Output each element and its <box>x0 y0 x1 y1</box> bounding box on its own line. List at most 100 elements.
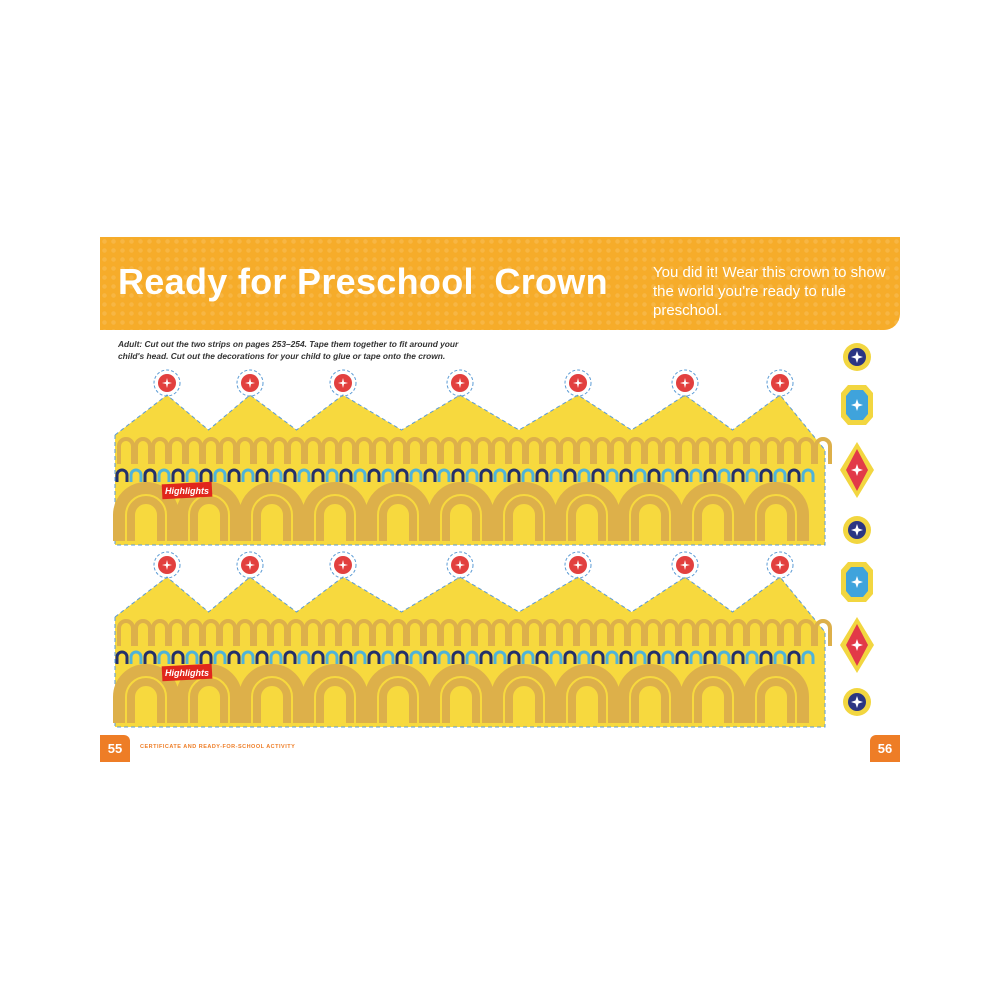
small-arch <box>287 619 305 646</box>
blue-arch <box>115 468 129 482</box>
small-arch <box>440 619 458 646</box>
small-arch <box>610 619 628 646</box>
small-arch <box>508 619 526 646</box>
blue-arch <box>395 468 409 482</box>
small-arch <box>389 437 407 464</box>
blue-arch <box>465 468 479 482</box>
blue-arch <box>549 650 563 664</box>
blue-arch <box>423 650 437 664</box>
sparkle-icon <box>851 464 863 476</box>
blue-arch <box>605 650 619 664</box>
small-arch <box>372 619 390 646</box>
small-arch <box>695 437 713 464</box>
big-arch-inner <box>568 496 606 541</box>
small-arch <box>287 437 305 464</box>
blue-arch <box>493 468 507 482</box>
cut-line <box>114 394 826 546</box>
blue-arch <box>563 468 577 482</box>
sparkle-icon <box>573 378 583 388</box>
crown-strip: Highlights <box>113 551 832 728</box>
small-arch <box>729 437 747 464</box>
blue-arch <box>255 650 269 664</box>
sparkle-icon <box>455 560 465 570</box>
blue-arch <box>661 468 675 482</box>
small-arch <box>185 619 203 646</box>
adult-instructions: Adult: Cut out the two strips on pages 2… <box>118 339 459 361</box>
intro-text: You did it! Wear this crown to show the … <box>653 264 886 319</box>
blue-arch <box>787 650 801 664</box>
small-arch <box>644 619 662 646</box>
small-arch <box>185 437 203 464</box>
small-arch <box>134 619 152 646</box>
small-arch <box>746 619 764 646</box>
blue-arch <box>199 468 213 482</box>
big-arch <box>491 482 557 541</box>
big-arch-inner <box>757 496 795 541</box>
small-arch <box>576 437 594 464</box>
blue-arch <box>227 650 241 664</box>
small-arch <box>457 437 475 464</box>
blue-arch <box>115 650 129 664</box>
blue-arch <box>493 650 507 664</box>
blue-arch <box>339 650 353 664</box>
blue-arch <box>619 650 633 664</box>
big-arch-inner <box>505 496 543 541</box>
blue-arch <box>717 650 731 664</box>
blue-arch <box>801 468 815 482</box>
decoration-round-gem <box>843 516 871 544</box>
blue-arch <box>297 650 311 664</box>
sparkle-icon <box>573 560 583 570</box>
blue-arch <box>311 468 325 482</box>
small-arch <box>355 437 373 464</box>
blue-arch <box>507 650 521 664</box>
blue-arch <box>577 468 591 482</box>
blue-arch <box>297 468 311 482</box>
blue-arch <box>283 468 297 482</box>
small-arch <box>423 437 441 464</box>
gem-cut-line <box>236 551 264 579</box>
blue-arch <box>731 650 745 664</box>
blue-arch <box>213 650 227 664</box>
blue-arch <box>577 650 591 664</box>
blue-arch <box>773 468 787 482</box>
small-arch <box>168 437 186 464</box>
small-arch <box>593 619 611 646</box>
big-arch-inner <box>568 678 606 723</box>
big-arch <box>365 664 431 723</box>
small-arch <box>202 437 220 464</box>
big-arch <box>113 482 179 541</box>
small-arch <box>491 619 509 646</box>
small-arch <box>270 437 288 464</box>
small-arch <box>763 619 781 646</box>
big-arch-inner <box>253 496 291 541</box>
big-arch <box>617 664 683 723</box>
cut-line <box>114 576 826 728</box>
big-arch <box>743 664 809 723</box>
small-arch <box>627 619 645 646</box>
blue-arch <box>157 650 171 664</box>
small-arch <box>117 437 135 464</box>
sparkle-icon <box>162 560 172 570</box>
decoration-diamond-gem <box>840 617 874 673</box>
small-arch <box>661 437 679 464</box>
blue-arch <box>451 468 465 482</box>
big-arch-inner <box>316 496 354 541</box>
small-arch <box>253 619 271 646</box>
small-arch <box>576 619 594 646</box>
small-arch <box>474 619 492 646</box>
highlights-logo-text: Highlights <box>165 668 209 678</box>
gem-cut-line <box>766 369 794 397</box>
blue-arch <box>367 650 381 664</box>
big-arch <box>302 664 368 723</box>
big-arch <box>302 482 368 541</box>
sparkle-icon <box>851 576 863 588</box>
highlights-logo <box>161 663 213 682</box>
big-arch-inner <box>631 678 669 723</box>
blue-arch <box>227 468 241 482</box>
sparkle-icon <box>245 378 255 388</box>
blue-arch <box>731 468 745 482</box>
small-arch <box>559 437 577 464</box>
blue-arch <box>633 650 647 664</box>
blue-arch <box>675 468 689 482</box>
